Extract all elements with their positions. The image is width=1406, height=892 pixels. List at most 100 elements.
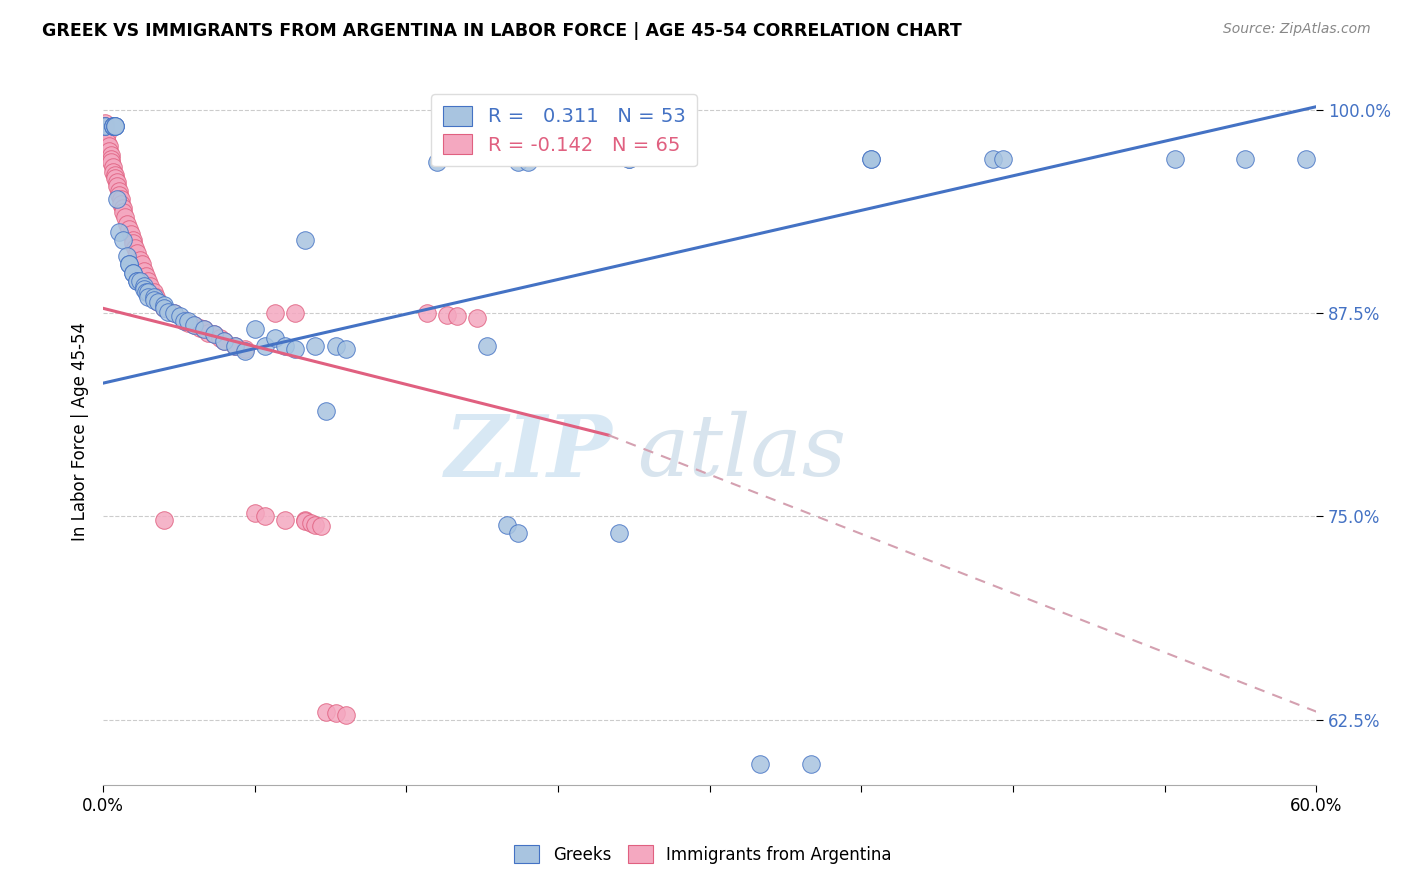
- Point: [284, 342, 307, 356]
- Point: [991, 152, 1014, 166]
- Y-axis label: In Labor Force | Age 45-54: In Labor Force | Age 45-54: [72, 322, 89, 541]
- Point: [94, 122, 117, 136]
- Point: [169, 310, 191, 324]
- Point: [103, 160, 125, 174]
- Point: [136, 285, 159, 299]
- Point: [209, 330, 232, 344]
- Point: [104, 120, 127, 134]
- Point: [496, 517, 519, 532]
- Point: [193, 322, 215, 336]
- Point: [738, 826, 761, 840]
- Point: [105, 179, 128, 194]
- Text: GREEK VS IMMIGRANTS FROM ARGENTINA IN LABOR FORCE | AGE 45-54 CORRELATION CHART: GREEK VS IMMIGRANTS FROM ARGENTINA IN LA…: [42, 22, 962, 40]
- Point: [299, 516, 322, 530]
- Point: [118, 257, 141, 271]
- Point: [315, 404, 337, 418]
- Point: [105, 193, 128, 207]
- Point: [243, 506, 266, 520]
- Point: [104, 171, 127, 186]
- Point: [214, 334, 236, 348]
- Point: [122, 233, 145, 247]
- Point: [1163, 152, 1185, 166]
- Point: [243, 322, 266, 336]
- Text: Source: ZipAtlas.com: Source: ZipAtlas.com: [1223, 22, 1371, 37]
- Point: [136, 274, 159, 288]
- Point: [325, 339, 347, 353]
- Point: [617, 152, 640, 166]
- Point: [114, 211, 136, 225]
- Point: [274, 513, 297, 527]
- Point: [98, 138, 121, 153]
- Point: [104, 120, 127, 134]
- Point: [112, 201, 135, 215]
- Point: [108, 184, 131, 198]
- Point: [294, 233, 316, 247]
- Point: [98, 144, 121, 158]
- Point: [325, 706, 347, 721]
- Point: [127, 274, 149, 288]
- Point: [800, 756, 823, 771]
- Point: [415, 306, 437, 320]
- Point: [117, 217, 139, 231]
- Point: [146, 294, 169, 309]
- Point: [163, 306, 186, 320]
- Point: [132, 282, 155, 296]
- Point: [264, 306, 287, 320]
- Point: [173, 312, 195, 326]
- Point: [94, 120, 117, 134]
- Point: [506, 155, 529, 169]
- Point: [183, 318, 205, 332]
- Point: [142, 293, 165, 308]
- Point: [100, 148, 122, 162]
- Point: [177, 314, 200, 328]
- Point: [146, 294, 169, 309]
- Point: [131, 257, 153, 271]
- Point: [224, 339, 246, 353]
- Point: [94, 120, 117, 134]
- Point: [108, 225, 131, 239]
- Point: [136, 290, 159, 304]
- Point: [122, 266, 145, 280]
- Point: [253, 339, 276, 353]
- Point: [617, 152, 640, 166]
- Point: [145, 290, 167, 304]
- Point: [104, 168, 127, 182]
- Point: [274, 339, 297, 353]
- Legend: Greeks, Immigrants from Argentina: Greeks, Immigrants from Argentina: [508, 838, 898, 871]
- Point: [202, 327, 225, 342]
- Point: [103, 165, 125, 179]
- Point: [103, 120, 125, 134]
- Point: [426, 155, 449, 169]
- Point: [156, 304, 179, 318]
- Point: [152, 301, 174, 316]
- Legend: R =   0.311   N = 53, R = -0.142   N = 65: R = 0.311 N = 53, R = -0.142 N = 65: [432, 95, 697, 167]
- Point: [120, 227, 142, 241]
- Point: [477, 339, 499, 353]
- Point: [1234, 152, 1257, 166]
- Point: [253, 509, 276, 524]
- Point: [335, 707, 357, 722]
- Point: [100, 155, 122, 169]
- Point: [860, 152, 883, 166]
- Point: [188, 321, 211, 335]
- Point: [446, 310, 468, 324]
- Point: [152, 298, 174, 312]
- Point: [233, 342, 256, 356]
- Text: ZIP: ZIP: [444, 410, 613, 494]
- Point: [135, 285, 157, 299]
- Point: [132, 278, 155, 293]
- Point: [118, 221, 141, 235]
- Point: [193, 322, 215, 336]
- Point: [197, 326, 219, 340]
- Point: [122, 236, 145, 251]
- Point: [749, 756, 772, 771]
- Point: [177, 316, 200, 330]
- Point: [224, 339, 246, 353]
- Point: [138, 278, 160, 293]
- Point: [128, 252, 150, 267]
- Point: [163, 306, 186, 320]
- Point: [304, 517, 326, 532]
- Point: [118, 257, 141, 271]
- Point: [127, 246, 149, 260]
- Point: [315, 705, 337, 719]
